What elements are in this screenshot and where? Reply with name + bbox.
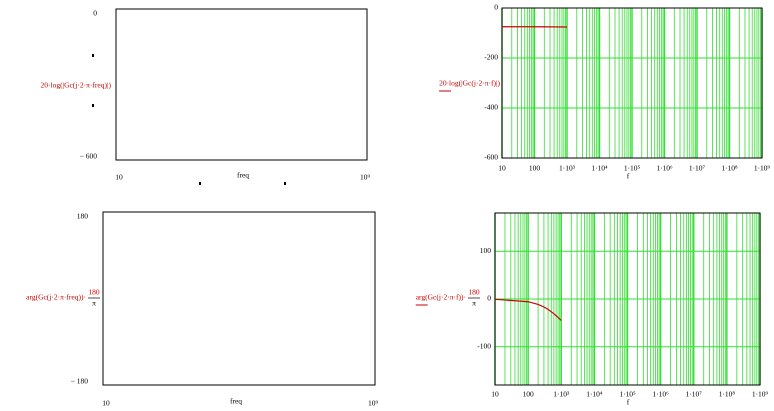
plot-frame bbox=[494, 212, 761, 386]
x-tick-label: 1·10⁴ bbox=[586, 390, 603, 399]
x-tick-label: 1·10⁶ bbox=[652, 390, 669, 399]
y-tick-label: -100 bbox=[477, 341, 491, 350]
y-tick-label: -600 bbox=[484, 153, 498, 162]
plot-frame bbox=[501, 7, 763, 159]
x-tick-label: 1·10⁷ bbox=[689, 164, 706, 173]
y-axis-label: arg(Gc(j·2·π·freq))· bbox=[26, 293, 86, 302]
x-tick-label: 10⁹ bbox=[360, 173, 371, 182]
marker bbox=[284, 182, 286, 185]
x-axis-label: freq bbox=[237, 171, 249, 180]
x-axis-label: f bbox=[627, 398, 630, 407]
y-tick-label: 0 bbox=[93, 9, 97, 18]
x-tick-label: 1·10⁹ bbox=[752, 390, 769, 399]
y-label-numerator: 180 bbox=[88, 288, 100, 297]
x-axis-label: freq bbox=[230, 397, 242, 406]
x-tick-label: 10 bbox=[491, 390, 499, 399]
y-tick-label: -400 bbox=[484, 103, 498, 112]
x-tick-label: 1·10³ bbox=[553, 390, 570, 399]
marker bbox=[199, 182, 201, 185]
x-tick-label: 100 bbox=[523, 390, 535, 399]
y-axis-label: 20·log(|Gc(j·2·π·f)|) bbox=[439, 79, 500, 88]
marker bbox=[92, 54, 94, 57]
x-tick-label: 1·10⁵ bbox=[619, 390, 636, 399]
x-tick-label: 10 bbox=[498, 164, 506, 173]
y-tick-label: 180 bbox=[77, 212, 89, 221]
y-label-denominator: π bbox=[92, 299, 96, 308]
y-label-numerator: 180 bbox=[468, 288, 480, 297]
x-tick-label: 10 bbox=[102, 399, 110, 408]
x-tick-label: 1·10⁷ bbox=[686, 390, 703, 399]
x-tick-label: 1·10³ bbox=[559, 164, 576, 173]
x-tick-label: 1·10⁶ bbox=[656, 164, 673, 173]
marker bbox=[92, 104, 94, 107]
plot-frame bbox=[102, 211, 376, 386]
x-tick-label: 1·10⁸ bbox=[719, 390, 736, 399]
x-tick-label: 1·10⁹ bbox=[754, 164, 771, 173]
y-tick-label: 100 bbox=[480, 246, 492, 255]
data-line bbox=[494, 298, 562, 321]
x-tick-label: 10 bbox=[115, 173, 123, 182]
y-tick-label: 0 bbox=[487, 294, 491, 303]
y-tick-label: 0 bbox=[494, 3, 498, 12]
x-tick-label: 1·10⁴ bbox=[591, 164, 608, 173]
y-label-denominator: π bbox=[472, 299, 476, 308]
x-tick-label: 10⁹ bbox=[368, 399, 379, 408]
y-tick-label: -200 bbox=[484, 53, 498, 62]
y-tick-label: − 180 bbox=[71, 377, 89, 386]
x-axis-label: f bbox=[627, 172, 630, 181]
y-axis-label: arg(Gc(j·2·π·f))· bbox=[416, 293, 466, 302]
plot-frame bbox=[115, 8, 368, 161]
y-tick-label: − 600 bbox=[80, 152, 98, 161]
x-tick-label: 1·10⁵ bbox=[624, 164, 641, 173]
x-tick-label: 100 bbox=[529, 164, 541, 173]
x-tick-label: 1·10⁸ bbox=[721, 164, 738, 173]
y-axis-label: 20·log(|Gc(j·2·π·freq)|) bbox=[40, 81, 111, 90]
